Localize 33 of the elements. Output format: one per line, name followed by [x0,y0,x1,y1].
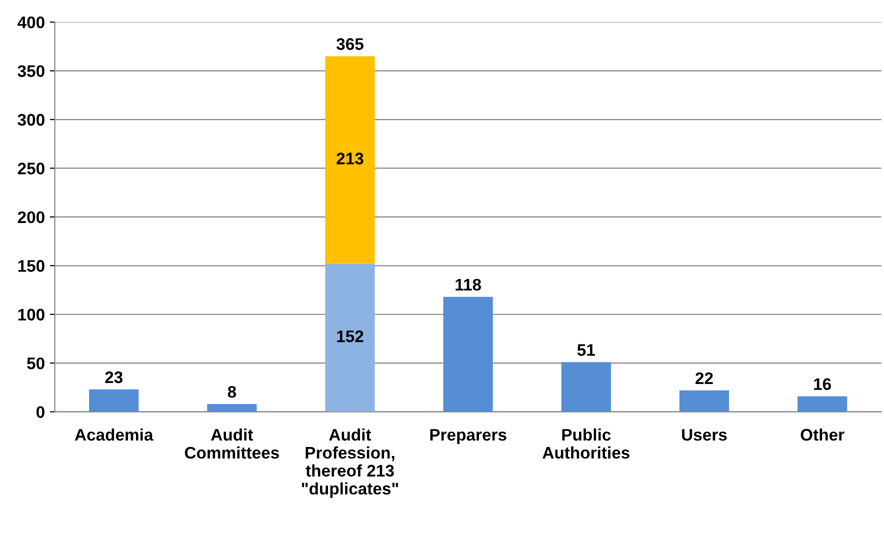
data-label: 152 [337,330,364,342]
x-tick-label: Users [682,429,727,441]
data-label: 213 [336,152,364,164]
data-label: 118 [456,278,482,291]
x-tick-label: Audit Committees [184,428,279,459]
y-tick-label: 250 [18,162,44,174]
bar [207,404,257,412]
x-tick-label: Other [800,428,844,441]
total-label: 365 [336,38,364,50]
bar [89,389,139,412]
data-label: 22 [696,372,713,384]
data-label: 23 [105,371,123,384]
x-tick-label: Audit Profession, thereof 213 "duplicates" [302,428,398,498]
bar [561,362,611,412]
y-tick-label: 100 [18,308,44,321]
x-tick-label: Preparers [430,429,506,444]
data-label: 16 [814,378,831,390]
bar [443,296,493,412]
bar [325,264,375,412]
y-tick-label: 300 [18,114,44,126]
x-tick-label: Public Authorities [542,428,630,459]
y-tick-label: 350 [18,65,44,78]
y-tick-label: 400 [18,16,44,28]
y-tick-label: 200 [18,211,44,224]
y-tick-label: 150 [18,260,44,272]
x-tick-label: Academia [74,428,154,441]
y-tick-label: 50 [27,357,44,370]
data-label: 51 [577,344,595,356]
y-tick-label: 0 [36,406,44,418]
bar [679,390,730,412]
bar [798,396,848,412]
bar [325,56,375,264]
data-label: 8 [228,386,236,398]
